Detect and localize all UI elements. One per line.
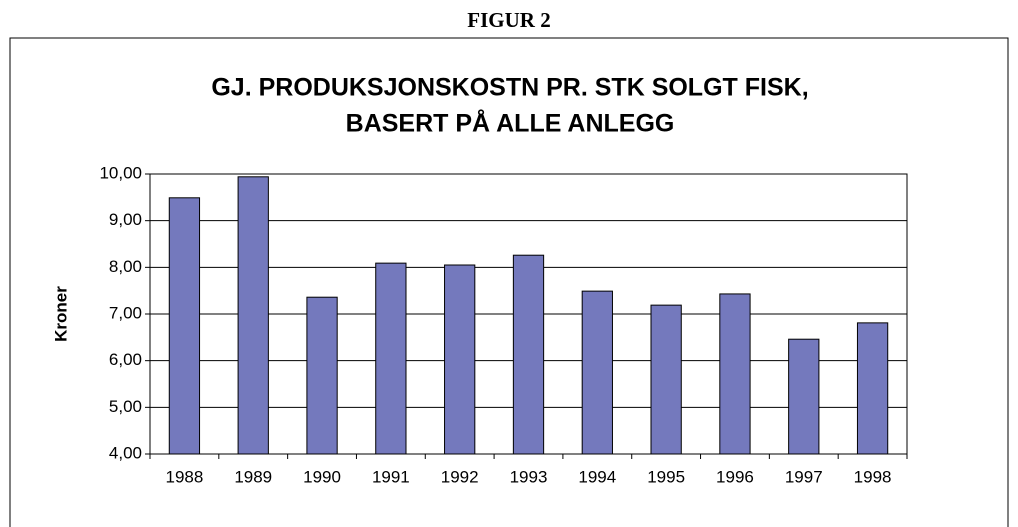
frame	[9, 37, 1009, 527]
y-tick-label: 7,00	[109, 303, 142, 322]
x-tick-label: 1988	[165, 467, 203, 486]
bar	[581, 290, 613, 455]
y-tick-label: 4,00	[109, 443, 142, 462]
x-tick-label: 1997	[785, 467, 823, 486]
chart-title: GJ. PRODUKSJONSKOSTN PR. STK SOLGT FISK,	[211, 74, 808, 102]
x-tick-label: 1998	[854, 467, 892, 486]
bar	[306, 296, 338, 455]
bar	[168, 197, 201, 455]
x-tick-label: 1994	[578, 467, 616, 486]
bar	[512, 254, 545, 455]
x-tick-label: 1992	[441, 467, 479, 486]
y-axis-label: Kroner	[51, 286, 70, 342]
y-tick-label: 9,00	[109, 210, 142, 229]
bar	[719, 293, 751, 455]
y-tick-label: 6,00	[109, 350, 142, 369]
bar	[650, 304, 682, 455]
x-tick-label: 1990	[303, 467, 341, 486]
bar	[788, 338, 820, 455]
bar	[444, 264, 476, 455]
figure-label: FIGUR 2	[467, 8, 550, 32]
x-tick-label: 1996	[716, 467, 754, 486]
y-tick-label: 5,00	[109, 397, 142, 416]
y-tick-label: 8,00	[109, 257, 142, 276]
x-tick-label: 1995	[647, 467, 685, 486]
chart-title: BASERT PÅ ALLE ANLEGG	[346, 109, 675, 138]
bar	[237, 176, 269, 455]
bar	[375, 262, 407, 455]
x-tick-label: 1989	[234, 467, 272, 486]
bar	[856, 322, 889, 455]
x-tick-label: 1991	[372, 467, 410, 486]
y-tick-label: 10,00	[99, 163, 142, 182]
x-tick-label: 1993	[510, 467, 548, 486]
